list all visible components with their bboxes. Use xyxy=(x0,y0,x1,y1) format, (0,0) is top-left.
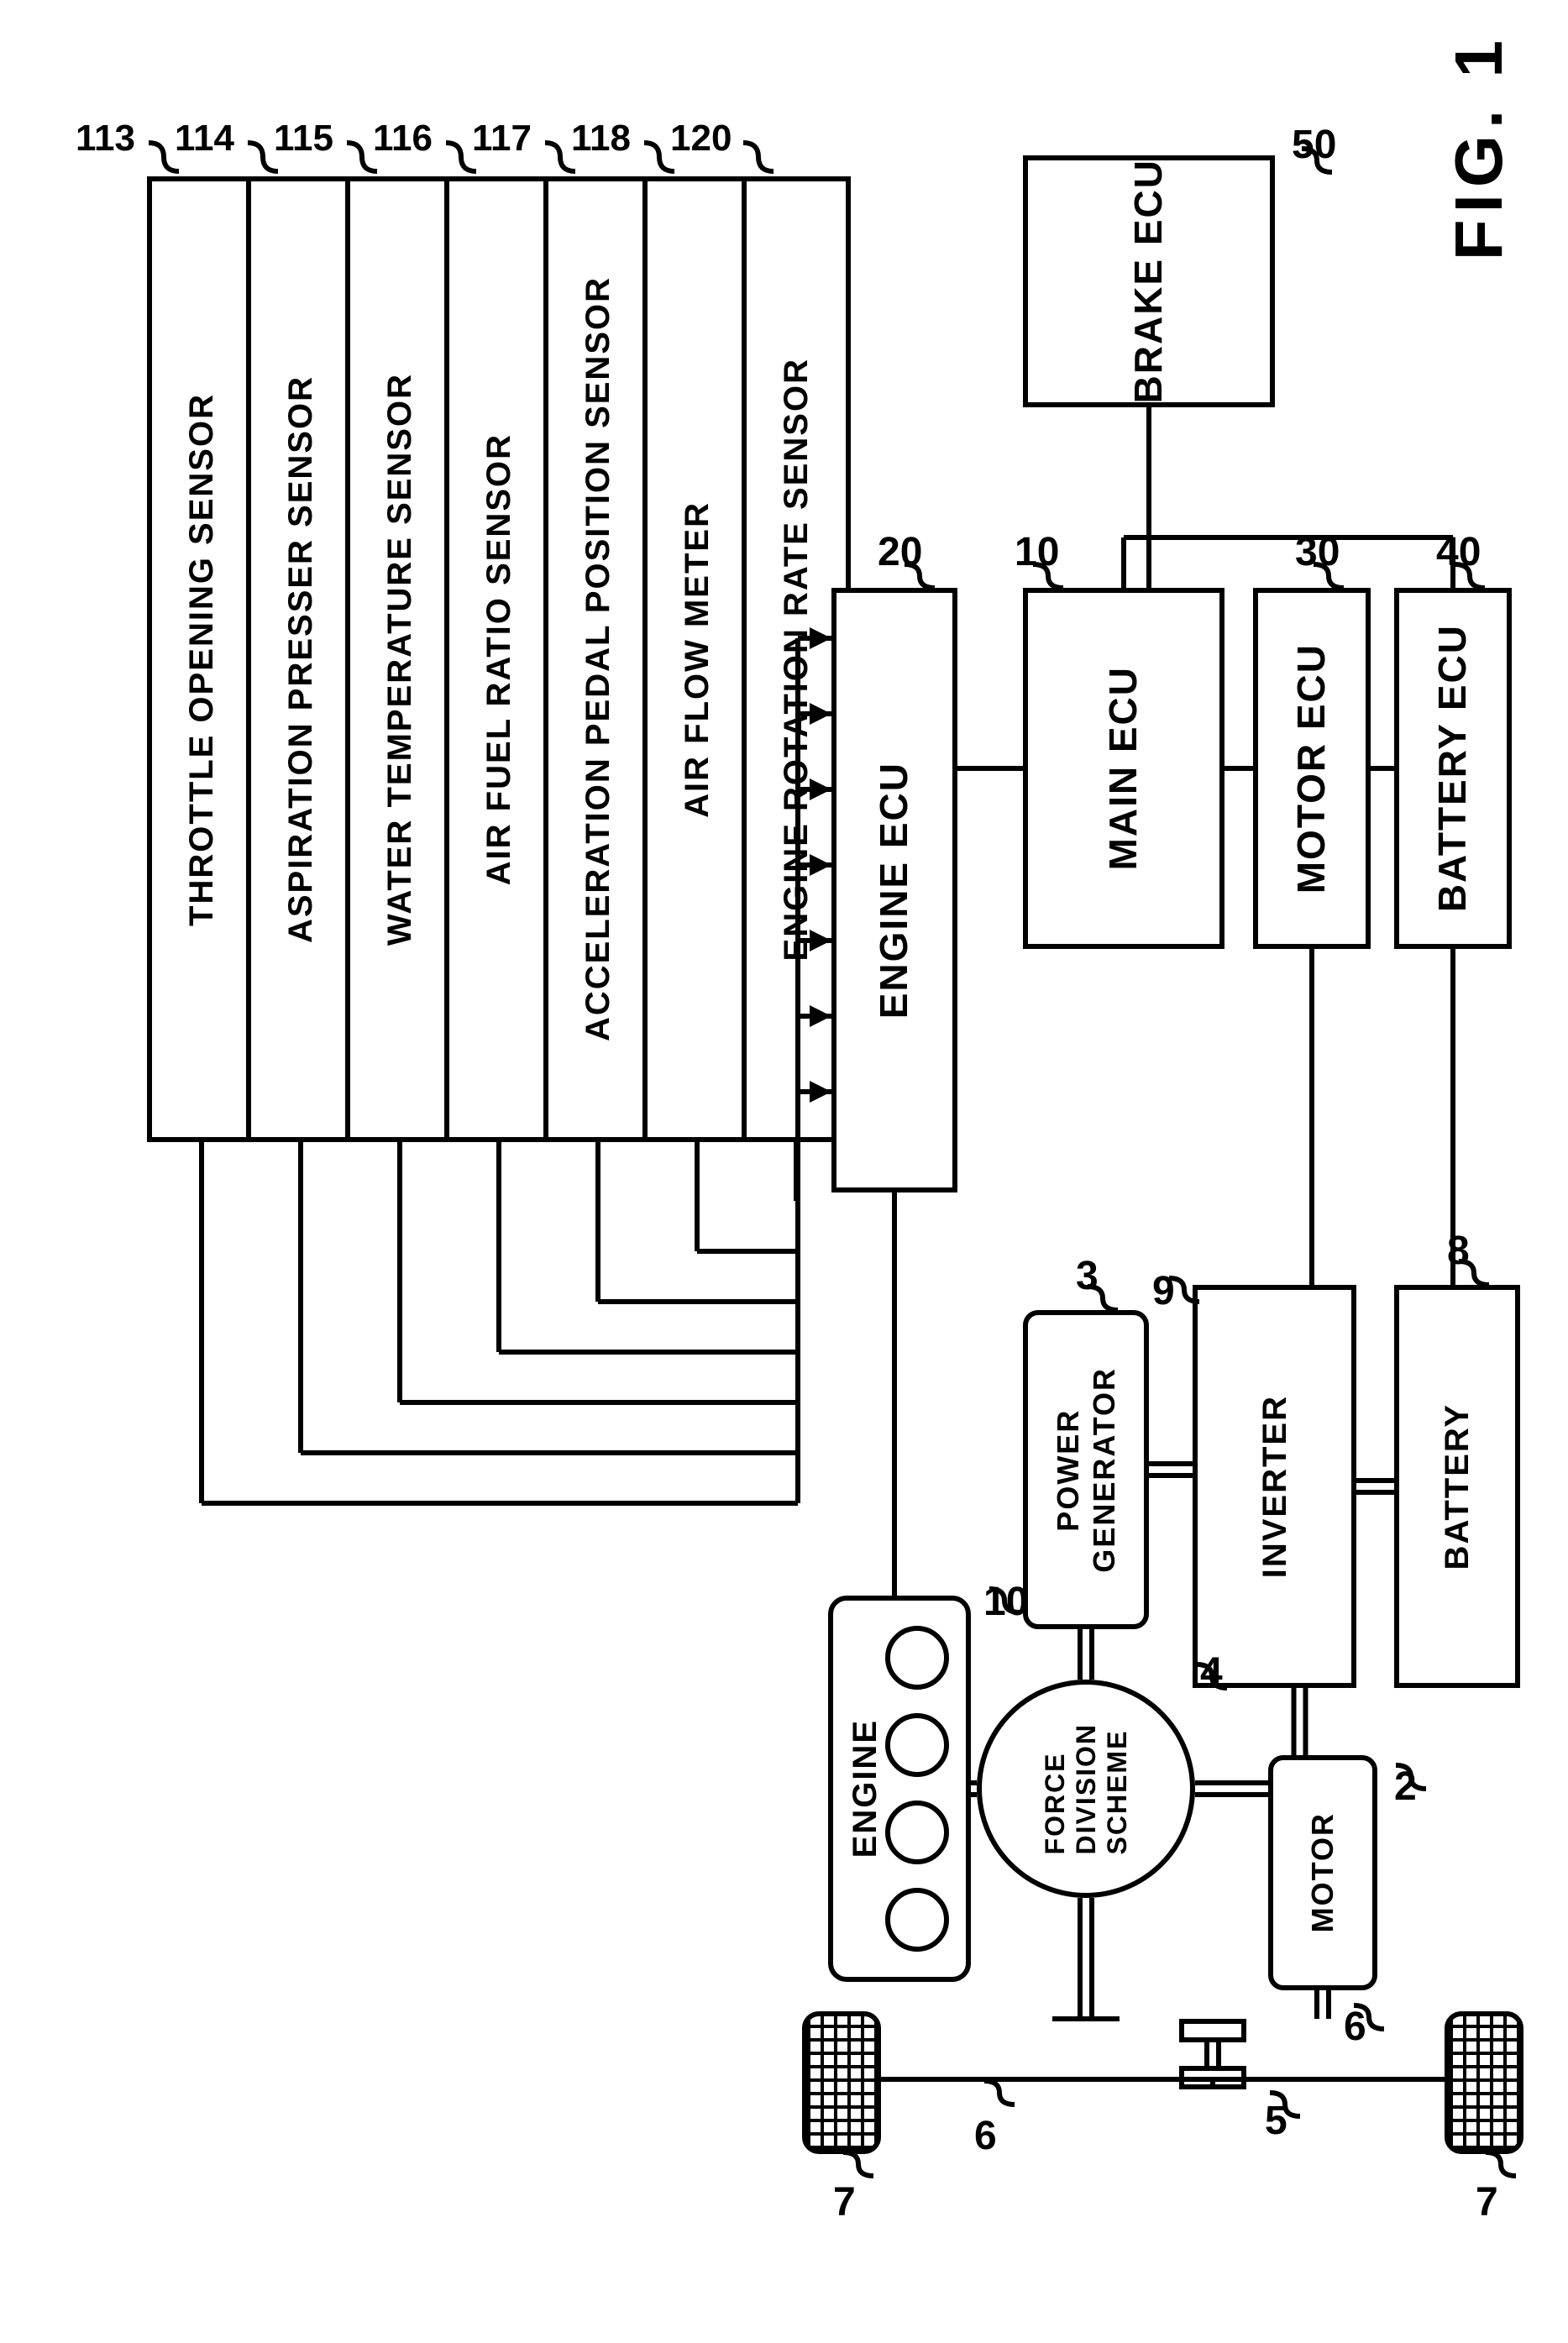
wiring xyxy=(0,0,1568,2343)
